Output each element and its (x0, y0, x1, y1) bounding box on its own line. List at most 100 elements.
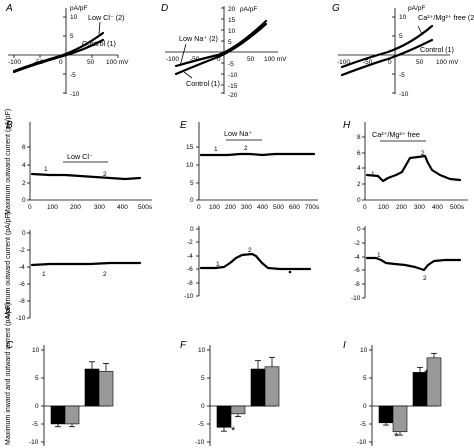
c-ytick-10: 10 (32, 347, 40, 354)
e-in-ytick-m8: -8 (187, 280, 193, 287)
d-ytick-m15: -15 (228, 83, 238, 90)
b-in-ytick-m8: -8 (19, 298, 25, 305)
e-ytick-10: 10 (186, 162, 194, 169)
g-xunit: 100 mV (436, 59, 459, 66)
b-xtick-300: 300 (94, 204, 105, 211)
f-bars (216, 356, 280, 432)
g-control-label: Control (1) (420, 45, 454, 54)
g-ytick-m5: -5 (399, 72, 405, 79)
h-xtick-500s: 500s (450, 204, 465, 211)
b-bar-label: Low Cl⁻ (67, 152, 93, 161)
b-xtick-0: 0 (28, 204, 32, 211)
g-test-trace (340, 24, 434, 69)
d-control-trace (174, 22, 268, 76)
a-xunit: 100 mV (106, 59, 129, 66)
g-ytick-5: 5 (399, 33, 403, 40)
panel-label-h: H (343, 120, 351, 131)
a-ytick-5: 5 (70, 33, 74, 40)
f-ytick-0: 0 (201, 403, 205, 410)
h-in-ytick-0: 0 (357, 226, 361, 233)
h-ytick-2: 2 (357, 181, 361, 188)
g-control-trace (340, 38, 434, 77)
b-ytick-4: 4 (22, 162, 26, 169)
inward-course-e: 0 -2 -4 -6 -8 -10 1 2 (184, 226, 312, 300)
e-point-1: 1 (214, 146, 218, 153)
panel-label-c: C (6, 340, 14, 351)
inward-course-b: 0 -2 -4 -6 -8 -10 1 2 (16, 230, 142, 322)
h-ytick-6: 6 (357, 150, 361, 157)
g-ytick-10: 10 (399, 14, 407, 21)
b-in-point-1: 1 (42, 271, 46, 278)
c-ytick-5: 5 (35, 375, 39, 382)
a-xtick-50: 50 (87, 59, 95, 66)
inward-course-h: 0 -2 -4 -6 -8 -10 1 2 (351, 226, 462, 302)
b-xtick-200: 200 (70, 204, 81, 211)
d-xunit: 100 mV (264, 56, 287, 63)
e-bar-label: Low Na⁺ (224, 129, 252, 138)
i-bars (378, 352, 442, 436)
g-xtick-0: 0 (388, 59, 392, 66)
bar-i-inward-1 (392, 405, 408, 433)
b-xtick-500s: 500s (138, 204, 153, 211)
a-test-trace (12, 31, 105, 73)
h-xtick-100: 100 (378, 204, 389, 211)
b-xtick-400: 400 (117, 204, 128, 211)
h-xtick-200: 200 (396, 204, 407, 211)
g-xtick-50: 50 (416, 59, 424, 66)
bar-f-outward-0 (250, 368, 266, 407)
time-course-b: 6 4 2 0 0 100 200 300 400 500s Low Cl⁻ 1… (22, 122, 153, 211)
panel-label-f: F (180, 340, 187, 351)
e-xtick-700s: 700s (305, 204, 320, 211)
b-in-ytick-m6: -6 (19, 281, 25, 288)
e-in-ytick-m4: -4 (187, 253, 193, 260)
y-label-outward-top: Maximum outward current (pA/pF) (5, 109, 12, 215)
b-in-point-2: 2 (103, 271, 107, 278)
b-in-ytick-0: 0 (22, 230, 26, 237)
y-label-outward-bottom: Maximum outward current (pA/pF) (5, 212, 12, 318)
e-in-ytick-m10: -10 (184, 293, 194, 300)
b-in-ytick-m4: -4 (19, 264, 25, 271)
d-xtick-0: 0 (217, 56, 221, 63)
c-ytick-m5: -5 (32, 421, 38, 428)
time-course-h: 8 6 4 2 0 0 100 200 300 400 500s Ca²⁺/Mg… (357, 122, 468, 211)
e-inward-trace (199, 252, 312, 271)
b-point-1: 1 (44, 166, 48, 173)
h-trace (365, 154, 462, 183)
d-xtick-50: 50 (247, 56, 255, 63)
e-in-point-1: 1 (216, 261, 220, 268)
h-in-ytick-m10: -10 (351, 295, 361, 302)
h-xtick-300: 300 (414, 204, 425, 211)
e-xtick-0: 0 (197, 204, 201, 211)
bar-chart-f: 10 5 0 -5 -10 * (195, 345, 280, 446)
i-ytick-m10: -10 (357, 439, 367, 446)
e-xtick-100: 100 (209, 204, 220, 211)
i-asterisk-2: * (424, 368, 429, 380)
e-in-ytick-m6: -6 (187, 266, 193, 273)
d-xtick-m50: -50 (190, 56, 200, 63)
panel-label-b: B (6, 120, 13, 131)
h-xtick-400: 400 (432, 204, 443, 211)
d-control-label: Control (1) (186, 79, 220, 88)
d-test-label: Low Na⁺ (2) (179, 34, 218, 43)
i-ytick-m5: -5 (360, 421, 366, 428)
e-xtick-300: 300 (241, 204, 252, 211)
h-in-ytick-m8: -8 (354, 281, 360, 288)
bar-chart-c: 10 5 0 -5 -10 (29, 345, 114, 446)
y-label-bars: Maximum inward and outward current (pA/p… (5, 303, 12, 445)
i-asterisk-1: * (394, 431, 399, 443)
h-point-1: 1 (371, 171, 375, 178)
e-xtick-600: 600 (289, 204, 300, 211)
e-ytick-0: 0 (190, 197, 194, 204)
b-inward-trace (30, 261, 142, 267)
h-ytick-8: 8 (357, 134, 361, 141)
d-xtick-m100: -100 (166, 56, 179, 63)
d-ytick-15: 15 (228, 17, 236, 24)
a-ytick-m10: -10 (70, 91, 80, 98)
e-in-ytick-m2: -2 (187, 239, 193, 246)
panel-label-a: A (5, 3, 13, 14)
h-in-ytick-m4: -4 (354, 254, 360, 261)
bar-i-inward-0 (378, 405, 394, 424)
a-yunit: pA/pF (70, 5, 87, 12)
c-ytick-m10: -10 (29, 439, 39, 446)
d-ytick-20: 20 (228, 6, 236, 13)
